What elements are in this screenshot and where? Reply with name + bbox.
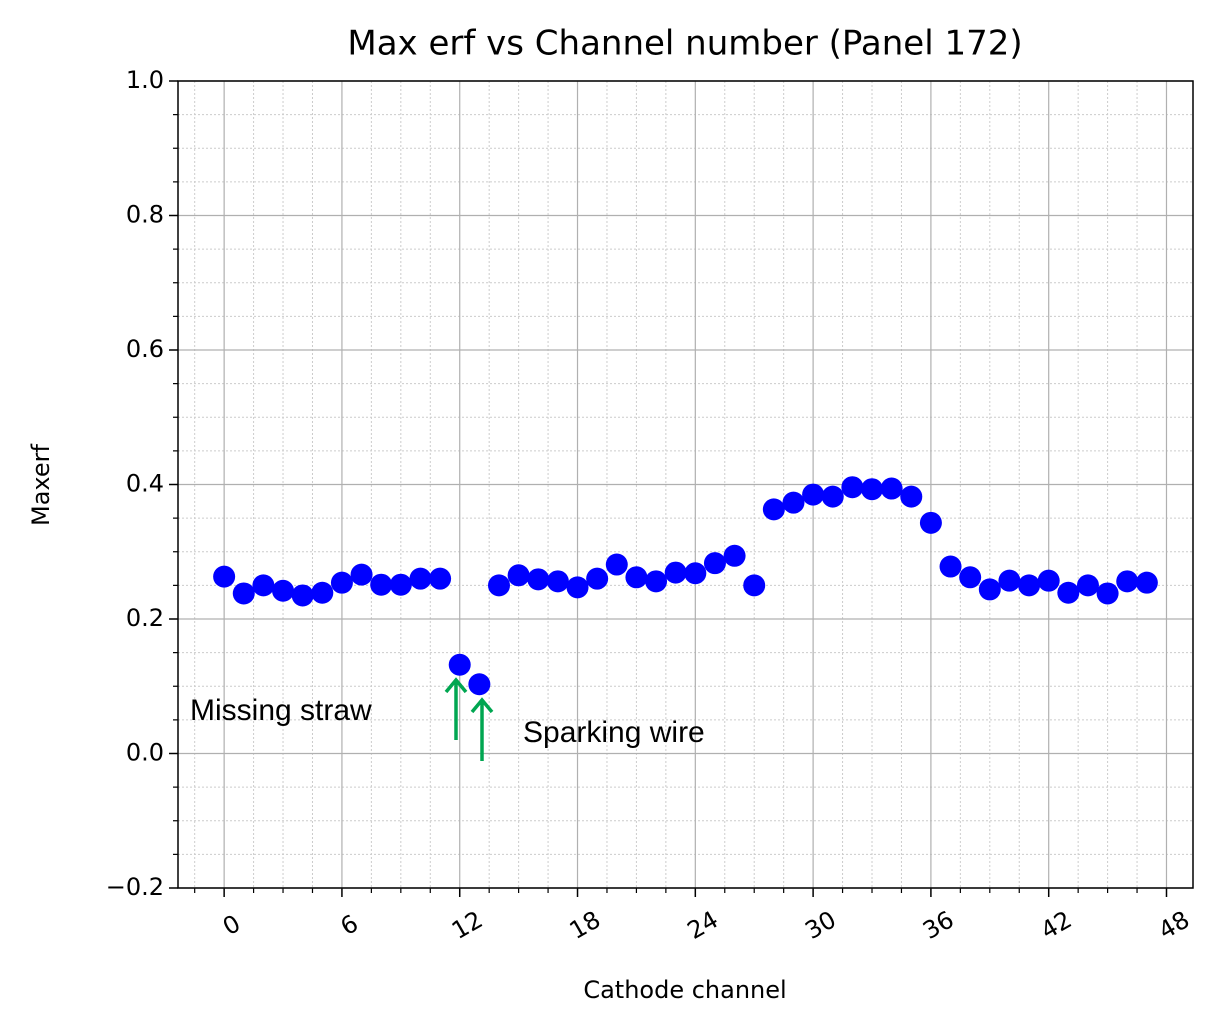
grid (169, 80, 1193, 897)
point (1057, 581, 1080, 604)
point (213, 565, 236, 588)
y-axis-label: Maxerf (27, 443, 55, 526)
point (1076, 574, 1099, 597)
x-tick-label: 24 (683, 905, 723, 945)
point (821, 485, 844, 508)
point (586, 567, 609, 590)
y-tick-label: −0.2 (106, 873, 164, 901)
point (919, 511, 942, 534)
point (409, 567, 432, 590)
x-axis-label: Cathode channel (583, 976, 786, 1004)
point (272, 579, 295, 602)
annotation: Sparking wire (523, 716, 705, 749)
point (802, 483, 825, 506)
point (664, 561, 687, 584)
point (645, 570, 668, 593)
annotation-arrows (444, 677, 494, 761)
point (546, 570, 569, 593)
point (330, 571, 353, 594)
point (232, 582, 255, 605)
point (625, 566, 648, 589)
y-tick-label: 0.8 (126, 201, 164, 229)
point (487, 574, 510, 597)
point (978, 578, 1001, 601)
x-tick-label: 12 (447, 905, 487, 945)
x-tick-label: 42 (1036, 905, 1076, 945)
point (1096, 582, 1119, 605)
x-tick-label: 48 (1154, 905, 1194, 945)
arrow (444, 677, 468, 740)
point (841, 476, 864, 499)
point (861, 478, 884, 501)
point (507, 564, 530, 587)
points (213, 476, 1158, 696)
point (880, 477, 903, 500)
point (389, 573, 412, 596)
x-tick-label: 18 (565, 905, 605, 945)
point (998, 569, 1021, 592)
point (743, 574, 766, 597)
plot-frame (177, 80, 1194, 889)
point (1018, 574, 1041, 597)
point (468, 673, 491, 696)
y-tick-label: 0.2 (126, 604, 164, 632)
x-tick-label: 36 (918, 905, 958, 945)
point (782, 491, 805, 514)
y-tick-label: 0.6 (126, 335, 164, 363)
point (291, 584, 314, 607)
point (311, 581, 334, 604)
y-tick-label: 0.4 (126, 470, 164, 498)
point (1037, 569, 1060, 592)
arrow (470, 697, 494, 761)
point (252, 574, 275, 597)
chart-title: Max erf vs Channel number (Panel 172) (347, 24, 1022, 64)
point (1135, 571, 1158, 594)
annotation: Missing straw (190, 694, 372, 727)
point (429, 567, 452, 590)
point (527, 568, 550, 591)
point (566, 576, 589, 599)
y-tick-label: 0.0 (126, 739, 164, 767)
point (939, 555, 962, 578)
point (448, 653, 471, 676)
point (900, 485, 923, 508)
x-tick-label: 6 (336, 909, 363, 941)
x-tick-label: 0 (218, 909, 245, 941)
point (370, 573, 393, 596)
point (350, 563, 373, 586)
point (762, 498, 785, 521)
y-tick-label: 1.0 (126, 66, 164, 94)
point (959, 566, 982, 589)
x-tick-label: 30 (800, 905, 840, 945)
point (684, 562, 707, 585)
point (605, 553, 628, 576)
point (723, 544, 746, 567)
point (1116, 570, 1139, 593)
point (703, 552, 726, 575)
